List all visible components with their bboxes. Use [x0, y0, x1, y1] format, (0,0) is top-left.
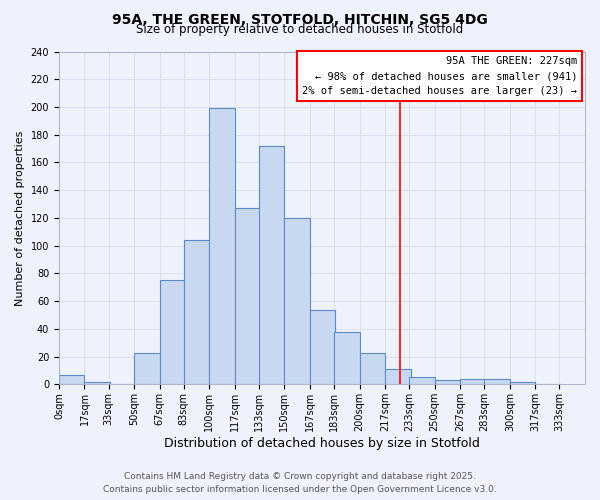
Bar [484, 379, 510, 384]
Bar [460, 379, 486, 384]
Bar [284, 218, 310, 384]
Bar [385, 369, 410, 384]
Bar [510, 382, 535, 384]
Text: Size of property relative to detached houses in Stotfold: Size of property relative to detached ho… [136, 22, 464, 36]
Bar [85, 382, 110, 384]
X-axis label: Distribution of detached houses by size in Stotfold: Distribution of detached houses by size … [164, 437, 480, 450]
Bar [209, 108, 235, 384]
Bar [184, 240, 209, 384]
Bar [434, 380, 460, 384]
Bar [409, 378, 434, 384]
Y-axis label: Number of detached properties: Number of detached properties [15, 130, 25, 306]
Bar [235, 208, 260, 384]
Bar [259, 146, 284, 384]
Text: Contains HM Land Registry data © Crown copyright and database right 2025.
Contai: Contains HM Land Registry data © Crown c… [103, 472, 497, 494]
Bar [160, 280, 185, 384]
Bar [310, 310, 335, 384]
Bar [59, 374, 85, 384]
Bar [359, 352, 385, 384]
Text: 95A, THE GREEN, STOTFOLD, HITCHIN, SG5 4DG: 95A, THE GREEN, STOTFOLD, HITCHIN, SG5 4… [112, 12, 488, 26]
Text: 95A THE GREEN: 227sqm
← 98% of detached houses are smaller (941)
2% of semi-deta: 95A THE GREEN: 227sqm ← 98% of detached … [302, 56, 577, 96]
Bar [334, 332, 359, 384]
Bar [134, 352, 160, 384]
